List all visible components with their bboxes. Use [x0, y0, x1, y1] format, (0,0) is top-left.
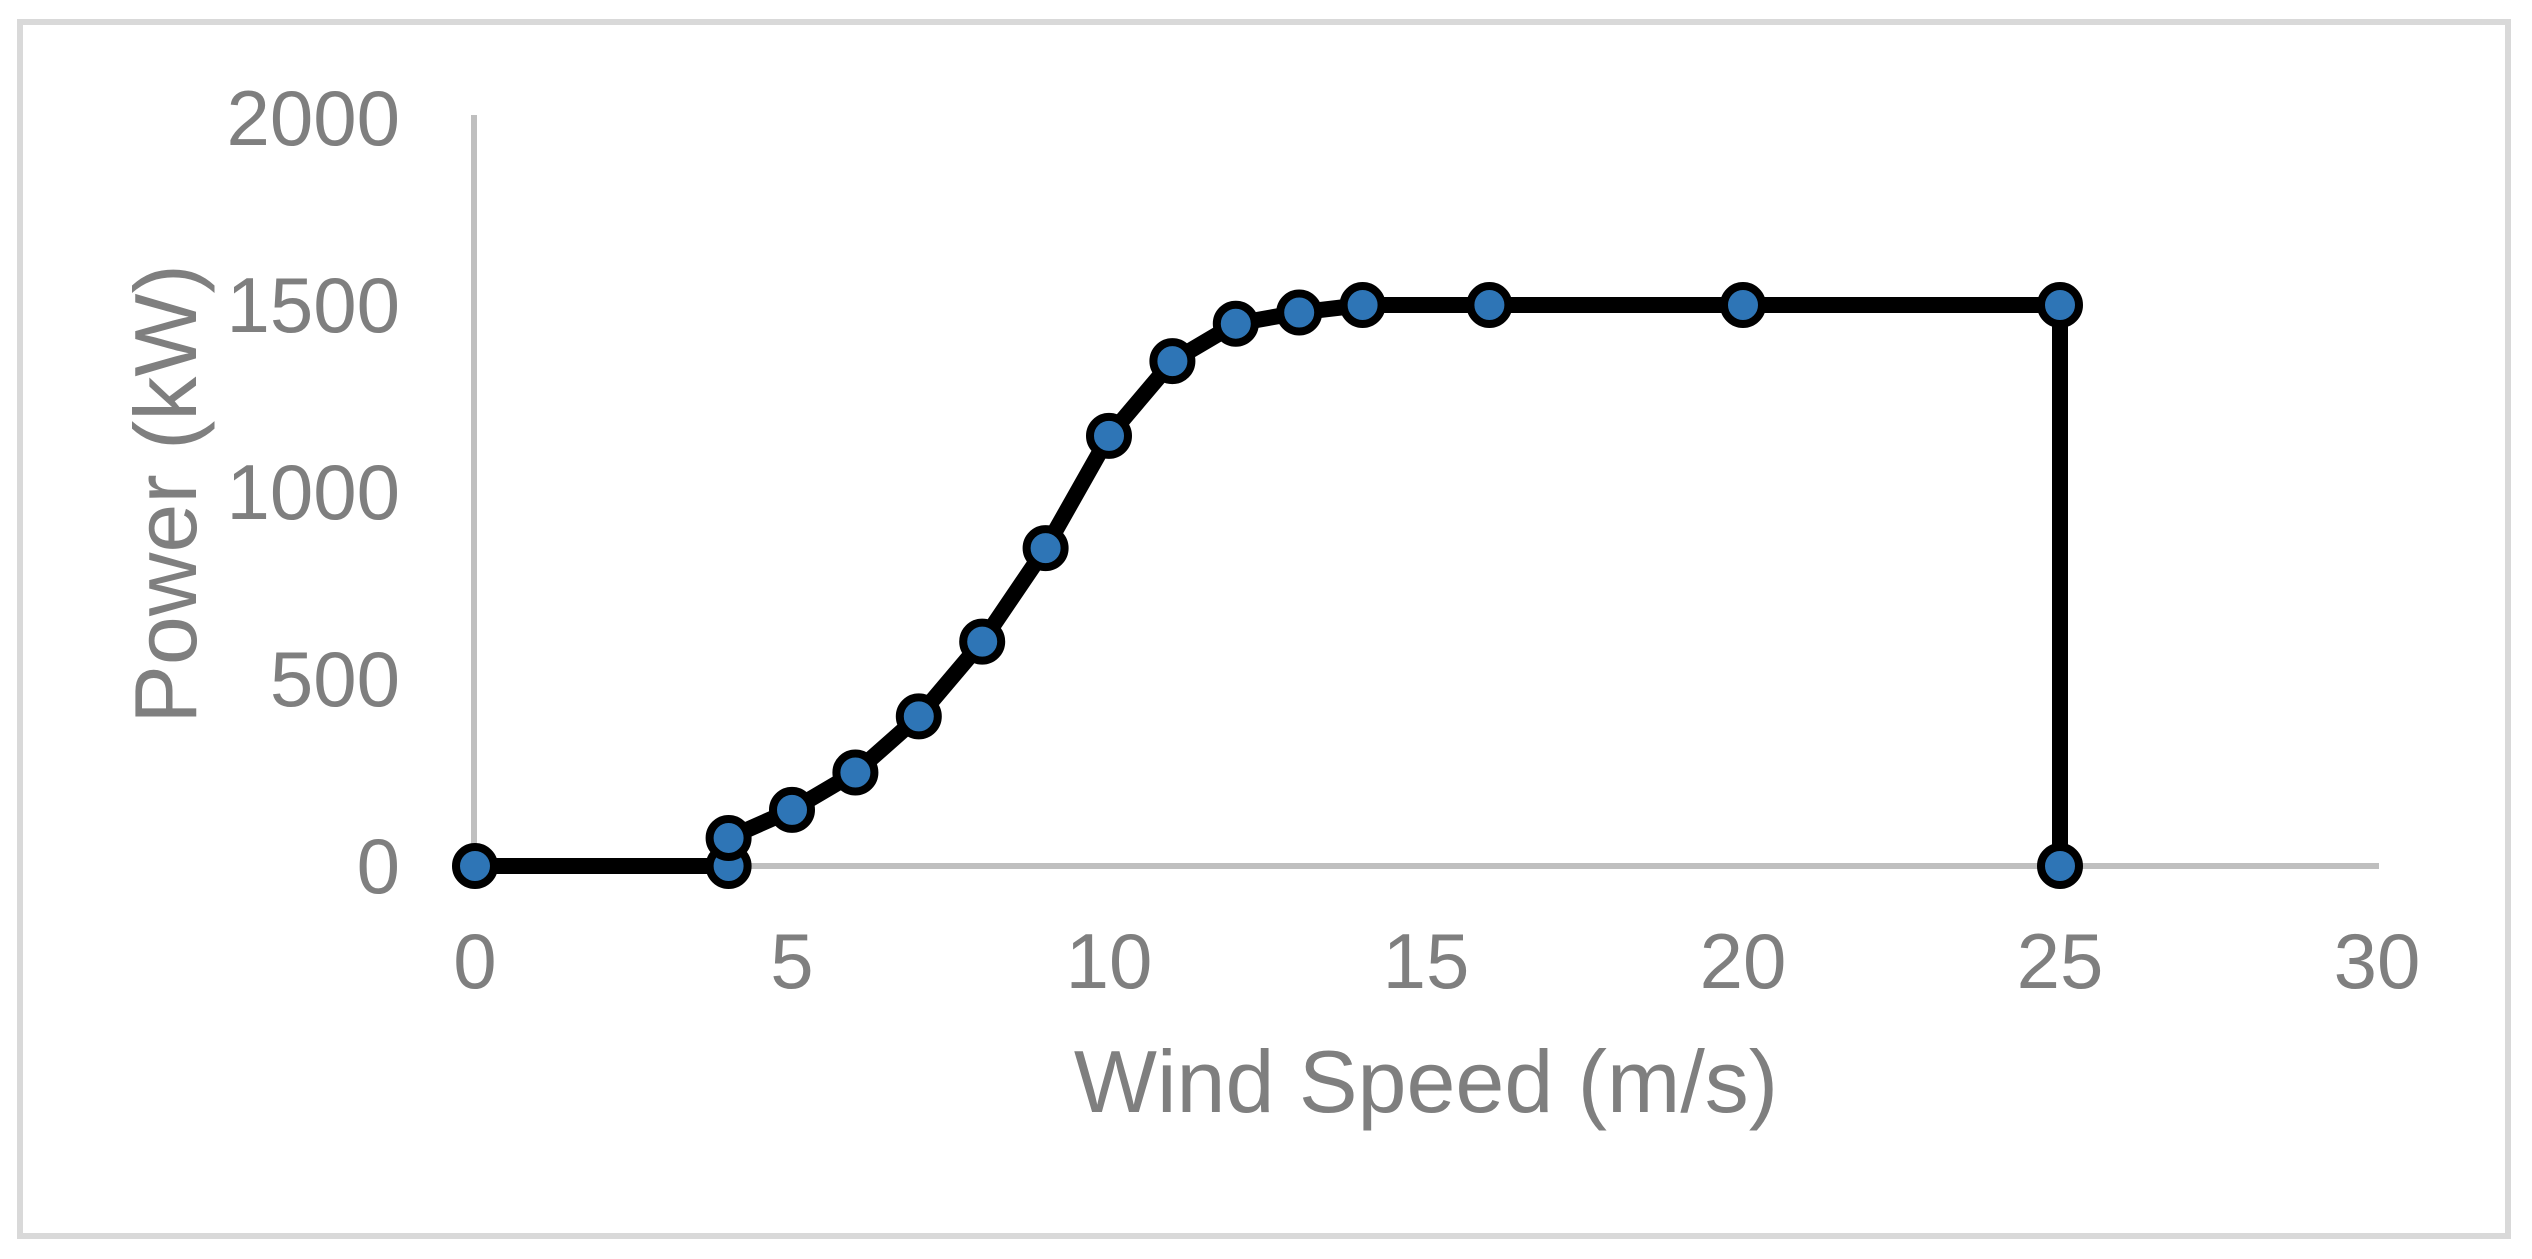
data-point-marker [1212, 300, 1259, 347]
data-point-marker [832, 749, 879, 796]
data-point-marker [1720, 282, 1766, 328]
x-tick-label: 15 [1383, 917, 1470, 1005]
power-curve-series [452, 282, 2083, 889]
y-axis-tick-labels: 0 500 1000 1500 2000 [226, 74, 400, 910]
y-tick-label: 2000 [226, 74, 400, 162]
data-point-marker [1466, 282, 1513, 328]
data-point-marker [895, 693, 942, 740]
chart-border-frame [17, 19, 2511, 1239]
data-point-marker [705, 814, 752, 861]
y-tick-label: 1000 [226, 448, 400, 536]
y-tick-label: 500 [270, 635, 400, 723]
x-tick-label: 25 [2017, 917, 2104, 1005]
x-tick-label: 0 [453, 917, 496, 1005]
x-tick-label: 20 [1700, 917, 1787, 1005]
x-tick-label: 30 [2334, 917, 2421, 1005]
data-point-marker [769, 786, 815, 833]
y-axis-title: Power (kW) [116, 264, 215, 724]
data-point-marker [1022, 525, 1069, 572]
x-tick-label: 10 [1066, 917, 1153, 1005]
y-tick-label: 0 [357, 822, 400, 910]
data-point-marker [2037, 282, 2083, 328]
data-point-marker [1149, 338, 1196, 385]
data-point-marker [1086, 412, 1132, 459]
data-point-marker [2037, 843, 2083, 889]
data-point-marker [1339, 282, 1386, 328]
x-tick-label: 5 [770, 917, 813, 1005]
y-tick-label: 1500 [226, 261, 400, 349]
data-point-marker [1276, 289, 1323, 336]
data-point-marker [959, 618, 1006, 665]
x-axis-title: Wind Speed (m/s) [1074, 1032, 1778, 1131]
x-axis-tick-labels: 0 5 10 15 20 25 30 [453, 917, 2420, 1005]
data-point-marker [452, 843, 498, 889]
power-curve-line [475, 297, 2068, 874]
